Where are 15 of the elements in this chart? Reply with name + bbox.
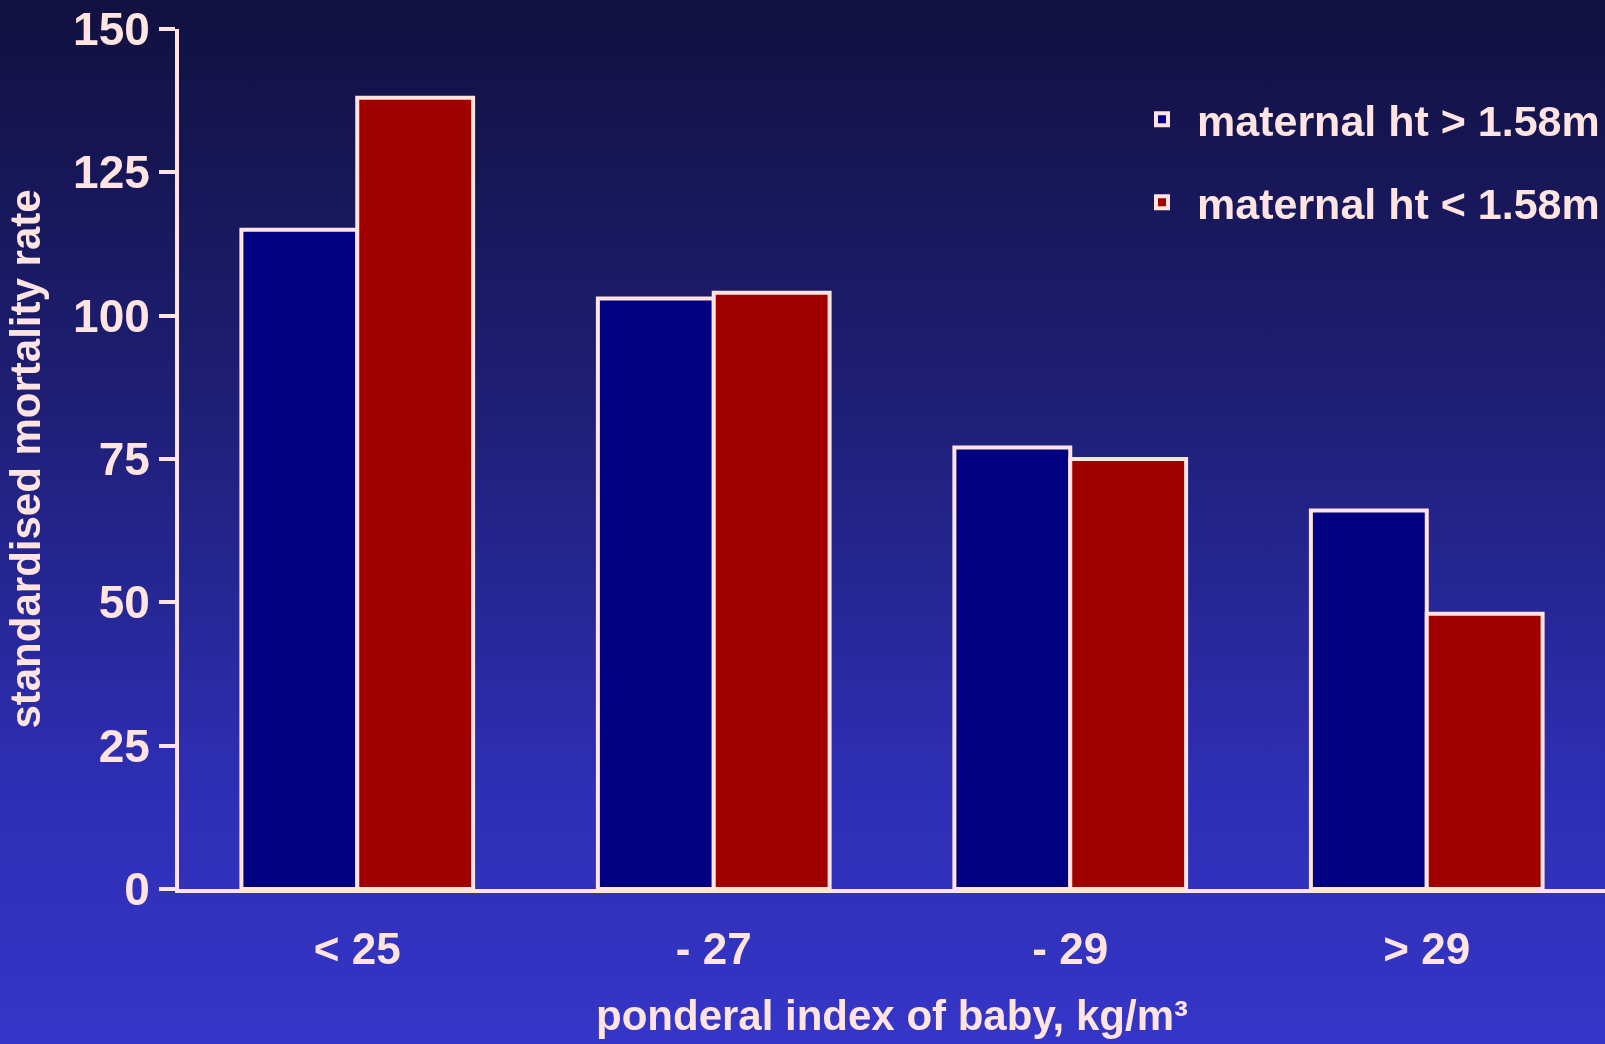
y-tick-label: 75 (98, 433, 150, 486)
x-tick-label: < 25 (313, 923, 401, 973)
x-tick-label: - 29 (1032, 923, 1109, 973)
x-tick-label: > 29 (1383, 923, 1471, 973)
legend-label: maternal ht < 1.58m (1197, 180, 1600, 229)
y-tick-label: 25 (98, 719, 150, 772)
legend-label: maternal ht > 1.58m (1197, 97, 1600, 146)
x-axis-title: ponderal index of baby, kg/m³ (596, 992, 1188, 1040)
y-axis-title: standardised mortality rate (2, 189, 50, 729)
y-tick-label: 0 (124, 863, 150, 916)
y-tick-label: 100 (73, 289, 150, 342)
x-tick-label: - 27 (675, 923, 752, 973)
y-tick-label: 125 (73, 146, 150, 199)
y-tick-label: 150 (73, 3, 150, 56)
y-tick-label: 50 (98, 576, 150, 629)
